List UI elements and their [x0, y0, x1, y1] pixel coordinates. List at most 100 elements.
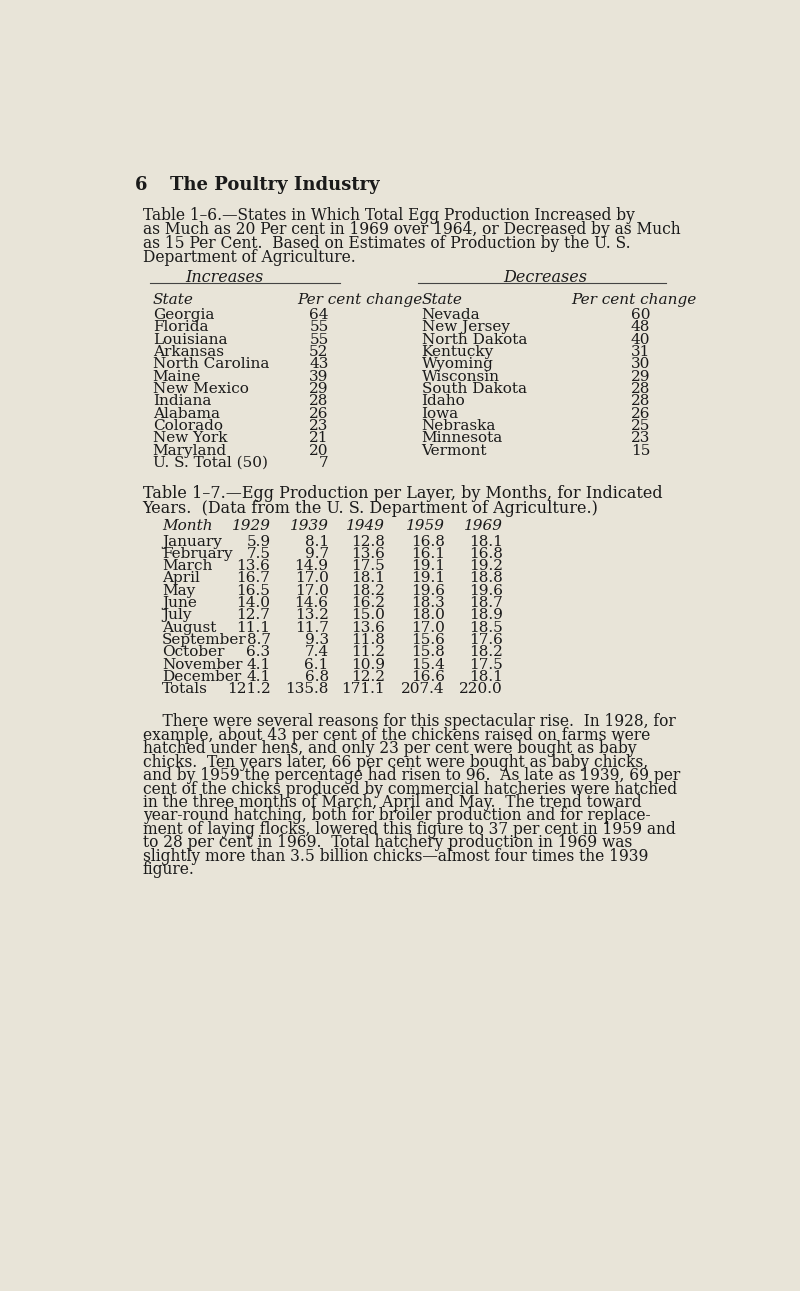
Text: figure.: figure. — [142, 861, 194, 878]
Text: December: December — [162, 670, 242, 684]
Text: as Much as 20 Per cent in 1969 over 1964, or Decreased by as Much: as Much as 20 Per cent in 1969 over 1964… — [142, 221, 680, 238]
Text: Indiana: Indiana — [153, 394, 211, 408]
Text: 11.1: 11.1 — [237, 621, 270, 635]
Text: 15.6: 15.6 — [411, 633, 445, 647]
Text: 11.7: 11.7 — [294, 621, 329, 635]
Text: 1939: 1939 — [290, 519, 329, 533]
Text: ment of laying flocks, lowered this figure to 37 per cent in 1959 and: ment of laying flocks, lowered this figu… — [142, 821, 675, 838]
Text: hatched under hens, and only 23 per cent were bought as baby: hatched under hens, and only 23 per cent… — [142, 740, 636, 757]
Text: 14.6: 14.6 — [294, 596, 329, 611]
Text: 15.4: 15.4 — [411, 657, 445, 671]
Text: 16.8: 16.8 — [469, 547, 503, 560]
Text: 121.2: 121.2 — [226, 683, 270, 696]
Text: 26: 26 — [630, 407, 650, 421]
Text: October: October — [162, 646, 225, 660]
Text: 1949: 1949 — [346, 519, 386, 533]
Text: 6.8: 6.8 — [305, 670, 329, 684]
Text: Decreases: Decreases — [504, 269, 588, 285]
Text: 15.8: 15.8 — [411, 646, 445, 660]
Text: 19.2: 19.2 — [469, 559, 503, 573]
Text: Wisconsin: Wisconsin — [422, 369, 500, 383]
Text: 19.6: 19.6 — [469, 584, 503, 598]
Text: New Jersey: New Jersey — [422, 320, 510, 334]
Text: State: State — [153, 293, 194, 307]
Text: New Mexico: New Mexico — [153, 382, 249, 396]
Text: Month: Month — [162, 519, 213, 533]
Text: example, about 43 per cent of the chickens raised on farms were: example, about 43 per cent of the chicke… — [142, 727, 650, 744]
Text: 30: 30 — [631, 358, 650, 372]
Text: cent of the chicks produced by commercial hatcheries were hatched: cent of the chicks produced by commercia… — [142, 781, 677, 798]
Text: 18.7: 18.7 — [470, 596, 503, 611]
Text: 16.6: 16.6 — [411, 670, 445, 684]
Text: 19.6: 19.6 — [411, 584, 445, 598]
Text: North Dakota: North Dakota — [422, 333, 527, 347]
Text: 16.2: 16.2 — [351, 596, 386, 611]
Text: Years.  (Data from the U. S. Department of Agriculture.): Years. (Data from the U. S. Department o… — [142, 500, 598, 516]
Text: 20: 20 — [309, 444, 329, 458]
Text: 15.0: 15.0 — [351, 608, 386, 622]
Text: 4.1: 4.1 — [246, 657, 270, 671]
Text: March: March — [162, 559, 212, 573]
Text: 18.1: 18.1 — [469, 534, 503, 549]
Text: 55: 55 — [310, 320, 329, 334]
Text: slightly more than 3.5 billion chicks—almost four times the 1939: slightly more than 3.5 billion chicks—al… — [142, 848, 648, 865]
Text: 17.0: 17.0 — [411, 621, 445, 635]
Text: 28: 28 — [310, 394, 329, 408]
Text: Department of Agriculture.: Department of Agriculture. — [142, 249, 355, 266]
Text: 28: 28 — [631, 394, 650, 408]
Text: to 28 per cent in 1969.  Total hatchery production in 1969 was: to 28 per cent in 1969. Total hatchery p… — [142, 834, 632, 852]
Text: Colorado: Colorado — [153, 420, 222, 432]
Text: 21: 21 — [309, 431, 329, 445]
Text: 64: 64 — [309, 309, 329, 323]
Text: 171.1: 171.1 — [342, 683, 386, 696]
Text: 7.5: 7.5 — [246, 547, 270, 560]
Text: Georgia: Georgia — [153, 309, 214, 323]
Text: July: July — [162, 608, 191, 622]
Text: 26: 26 — [309, 407, 329, 421]
Text: 8.7: 8.7 — [246, 633, 270, 647]
Text: Per cent change: Per cent change — [298, 293, 423, 307]
Text: Per cent change: Per cent change — [571, 293, 697, 307]
Text: 135.8: 135.8 — [286, 683, 329, 696]
Text: 15: 15 — [631, 444, 650, 458]
Text: 13.6: 13.6 — [351, 621, 386, 635]
Text: 18.2: 18.2 — [469, 646, 503, 660]
Text: 9.3: 9.3 — [305, 633, 329, 647]
Text: 12.2: 12.2 — [351, 670, 386, 684]
Text: 7.4: 7.4 — [305, 646, 329, 660]
Text: 28: 28 — [631, 382, 650, 396]
Text: 16.7: 16.7 — [237, 572, 270, 586]
Text: 18.1: 18.1 — [469, 670, 503, 684]
Text: 17.5: 17.5 — [470, 657, 503, 671]
Text: 207.4: 207.4 — [402, 683, 445, 696]
Text: 18.5: 18.5 — [470, 621, 503, 635]
Text: September: September — [162, 633, 246, 647]
Text: 29: 29 — [630, 369, 650, 383]
Text: 18.1: 18.1 — [351, 572, 386, 586]
Text: Maine: Maine — [153, 369, 201, 383]
Text: 40: 40 — [630, 333, 650, 347]
Text: 16.8: 16.8 — [411, 534, 445, 549]
Text: 14.0: 14.0 — [237, 596, 270, 611]
Text: 17.5: 17.5 — [351, 559, 386, 573]
Text: 8.1: 8.1 — [305, 534, 329, 549]
Text: Idaho: Idaho — [422, 394, 466, 408]
Text: 1929: 1929 — [231, 519, 270, 533]
Text: 43: 43 — [310, 358, 329, 372]
Text: 1969: 1969 — [464, 519, 503, 533]
Text: 4.1: 4.1 — [246, 670, 270, 684]
Text: 25: 25 — [631, 420, 650, 432]
Text: 14.9: 14.9 — [294, 559, 329, 573]
Text: South Dakota: South Dakota — [422, 382, 526, 396]
Text: May: May — [162, 584, 195, 598]
Text: Vermont: Vermont — [422, 444, 487, 458]
Text: 55: 55 — [310, 333, 329, 347]
Text: November: November — [162, 657, 242, 671]
Text: Increases: Increases — [185, 269, 263, 285]
Text: 39: 39 — [310, 369, 329, 383]
Text: as 15 Per Cent.  Based on Estimates of Production by the U. S.: as 15 Per Cent. Based on Estimates of Pr… — [142, 235, 630, 252]
Text: June: June — [162, 596, 197, 611]
Text: Louisiana: Louisiana — [153, 333, 227, 347]
Text: Florida: Florida — [153, 320, 208, 334]
Text: 6: 6 — [135, 177, 147, 195]
